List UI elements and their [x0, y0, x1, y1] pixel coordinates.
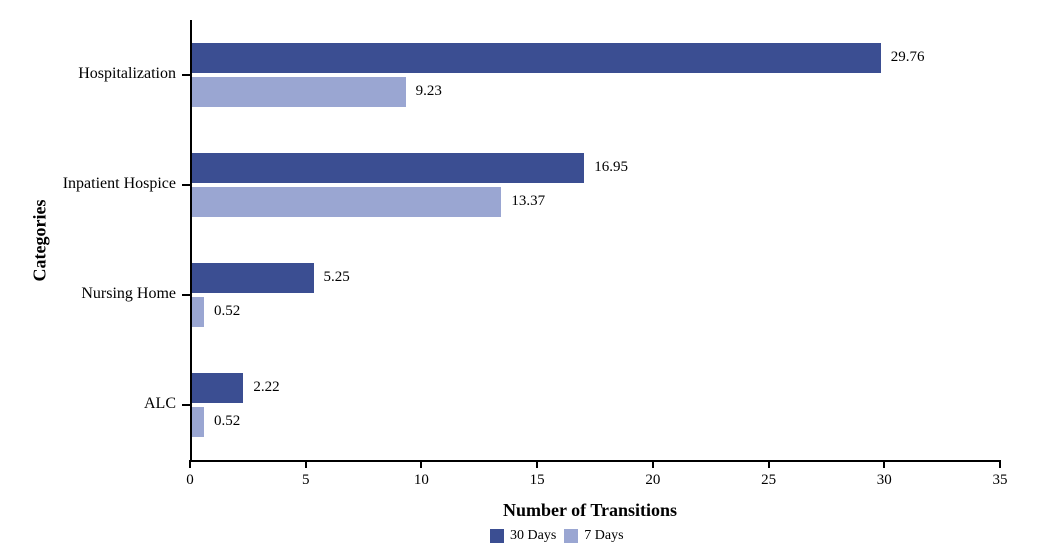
value-label: 16.95	[594, 159, 628, 176]
x-tick-mark	[999, 460, 1001, 468]
transitions-bar-chart: Categories 0 5 10 15 20 25 30 35 Hospitalizatio…	[0, 0, 1050, 549]
legend-label: 7 Days	[584, 528, 623, 544]
value-label: 0.52	[214, 413, 240, 430]
x-tick-mark	[189, 460, 191, 468]
value-label: 13.37	[511, 193, 545, 210]
legend-item: 7 Days	[564, 528, 623, 544]
category-label: Inpatient Hospice	[0, 175, 176, 193]
y-tick-mark	[182, 184, 190, 186]
bar-30-days	[192, 263, 314, 293]
x-tick-label: 5	[286, 472, 326, 489]
x-axis-title: Number of Transitions	[440, 500, 740, 521]
bar-7-days	[192, 187, 501, 217]
bar-30-days	[192, 153, 584, 183]
x-tick-mark	[305, 460, 307, 468]
y-tick-mark	[182, 74, 190, 76]
x-tick-label: 25	[749, 472, 789, 489]
legend-swatch	[490, 529, 504, 543]
legend-item: 30 Days	[490, 528, 556, 544]
y-tick-mark	[182, 404, 190, 406]
bar-7-days	[192, 407, 204, 437]
category-label: Hospitalization	[0, 65, 176, 83]
x-tick-label: 15	[517, 472, 557, 489]
x-tick-label: 20	[633, 472, 673, 489]
bar-30-days	[192, 373, 243, 403]
value-label: 0.52	[214, 303, 240, 320]
x-tick-label: 0	[170, 472, 210, 489]
category-label: Nursing Home	[0, 285, 176, 303]
value-label: 5.25	[324, 269, 350, 286]
x-tick-mark	[883, 460, 885, 468]
x-tick-label: 10	[401, 472, 441, 489]
value-label: 2.22	[253, 379, 279, 396]
legend: 30 Days 7 Days	[490, 528, 624, 544]
bar-30-days	[192, 43, 881, 73]
x-tick-mark	[420, 460, 422, 468]
value-label: 29.76	[891, 49, 925, 66]
x-tick-mark	[768, 460, 770, 468]
bar-7-days	[192, 297, 204, 327]
bar-7-days	[192, 77, 406, 107]
x-tick-label: 35	[980, 472, 1020, 489]
legend-swatch	[564, 529, 578, 543]
x-tick-mark	[652, 460, 654, 468]
value-label: 9.23	[416, 83, 442, 100]
y-tick-mark	[182, 294, 190, 296]
category-label: ALC	[0, 395, 176, 413]
x-tick-mark	[536, 460, 538, 468]
x-tick-label: 30	[864, 472, 904, 489]
y-axis-title: Categories	[30, 181, 51, 301]
x-axis-line	[190, 460, 1000, 462]
legend-label: 30 Days	[510, 528, 556, 544]
